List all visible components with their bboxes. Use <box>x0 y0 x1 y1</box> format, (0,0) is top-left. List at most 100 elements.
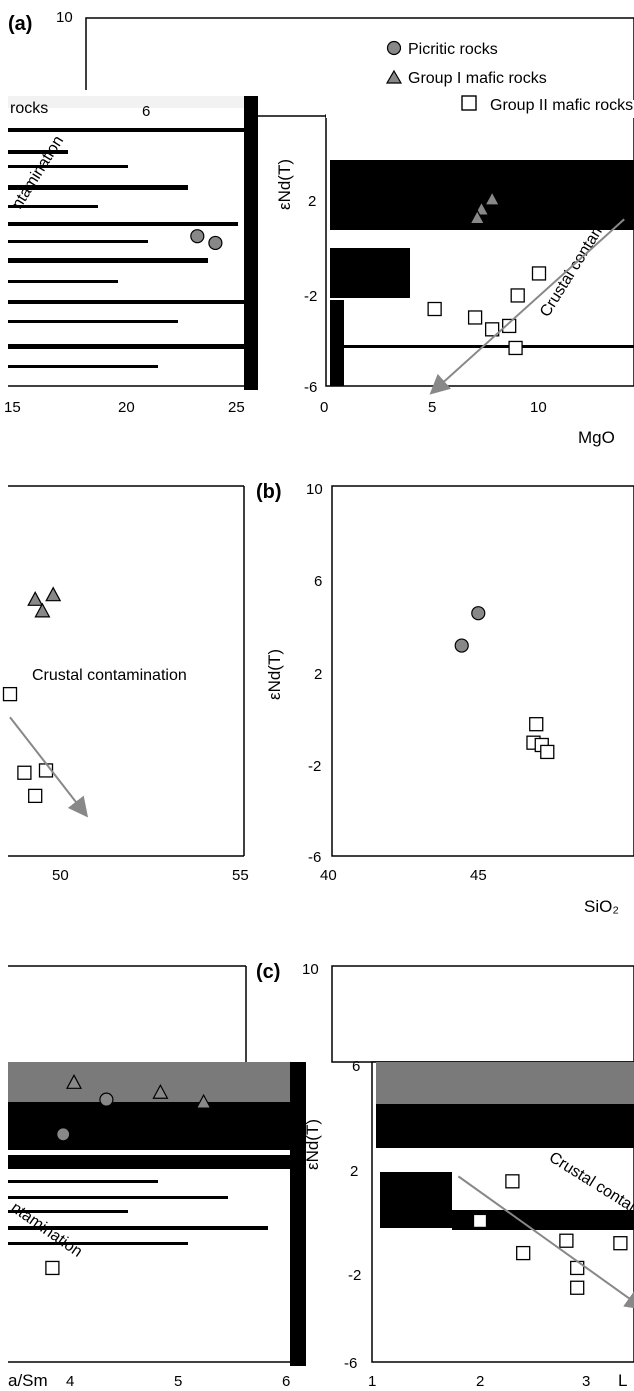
picritic-point <box>99 1092 114 1107</box>
panel-c-ytick-2: 2 <box>350 1163 358 1180</box>
panel-b-ylabel: εNd(T) <box>265 649 284 700</box>
panel-c-ytick-6: 6 <box>352 1058 360 1075</box>
panel-c-marks <box>45 1074 634 1310</box>
panel-a-xtick: 10 <box>530 399 547 416</box>
panel-b-xtick: 45 <box>470 867 487 884</box>
stripe <box>376 1062 634 1104</box>
stripe <box>8 1196 228 1199</box>
legend-circle-icon <box>386 40 402 56</box>
stripe <box>8 165 128 168</box>
panel-a-legend: Picritic rocks Group I mafic rocks <box>385 40 547 87</box>
panel-c-ytick-m2: -2 <box>348 1267 361 1284</box>
panel-a-ytick-m6: -6 <box>304 379 317 396</box>
stripe <box>8 300 244 304</box>
stripe <box>8 128 246 132</box>
contamination-arrow <box>457 1175 634 1310</box>
contamination-arrow <box>9 716 89 818</box>
panel-b-left-xtick: 50 <box>52 867 69 884</box>
panel-b-ytick-6: 6 <box>314 573 322 590</box>
panel-a-letter: (a) <box>8 13 32 35</box>
stripe <box>8 150 68 154</box>
group2-point <box>613 1236 628 1251</box>
stripe <box>8 185 188 190</box>
panel-b-left-xtick: 55 <box>232 867 249 884</box>
panel-b-plot-frame <box>331 485 634 857</box>
group2-point <box>467 310 483 325</box>
stripe <box>8 280 118 283</box>
stripe <box>8 320 178 323</box>
panel-b-ytick-2: 2 <box>314 666 322 683</box>
group2-point <box>472 1213 488 1229</box>
stripe <box>8 1180 158 1183</box>
picritic-point <box>190 229 205 244</box>
panel-b-annotation: Crustal contamination <box>32 667 187 684</box>
stripe <box>8 1155 290 1169</box>
group2-point <box>427 301 442 317</box>
legend-picritic: Picritic rocks <box>408 41 498 58</box>
stripe <box>8 1210 128 1213</box>
group2-point <box>559 1233 574 1248</box>
group2-point <box>484 322 500 337</box>
stripe <box>452 1210 634 1230</box>
group2-point <box>508 340 523 356</box>
panel-c-left-xtick: 5 <box>174 1373 182 1390</box>
group1-point <box>195 1093 212 1109</box>
group2-point <box>510 288 525 303</box>
group1-point <box>152 1083 169 1099</box>
panel-c-xtick: 2 <box>476 1373 484 1390</box>
group2-point <box>529 717 544 732</box>
panel-a-divider <box>244 96 258 390</box>
panel-c-letter: (c) <box>256 961 280 983</box>
stripe <box>8 1062 290 1102</box>
stripe <box>8 344 244 349</box>
group1-point <box>65 1074 83 1089</box>
panel-a-ytick-10: 10 <box>56 9 73 26</box>
panel-b-ytick-10: 10 <box>306 481 323 498</box>
group2-point <box>505 1174 520 1189</box>
group2-point <box>28 788 43 804</box>
stripe <box>8 1226 268 1230</box>
legend-triangle-icon <box>385 69 403 84</box>
panel-b-marks <box>2 586 555 818</box>
picritic-point <box>454 638 469 653</box>
group1-point <box>484 190 501 206</box>
stripe <box>380 1172 452 1228</box>
panel-a-left-xtick: 15 <box>4 399 21 416</box>
panel-a: (a) 10 Picritic rocks Group I mafic rock… <box>4 9 634 447</box>
stripe <box>344 345 634 348</box>
stripe <box>8 1102 290 1150</box>
panel-b-xtick: 40 <box>320 867 337 884</box>
panel-a-left-band <box>8 96 248 108</box>
picritic-point <box>56 1127 71 1142</box>
panel-c: ntamination 4 5 6 (c) 10 6 2 -2 -6 εNd(T… <box>8 961 634 1390</box>
group1-point <box>34 602 51 618</box>
picritic-point <box>208 235 223 251</box>
stripe <box>8 222 238 226</box>
panel-a-ylabel: εNd(T) <box>275 159 294 210</box>
group2-point <box>2 686 18 702</box>
panel-c-divider <box>290 1062 306 1366</box>
group1-point <box>27 591 44 606</box>
panel-a-marks <box>190 190 625 395</box>
panel-b-ytick-m2: -2 <box>308 758 321 775</box>
group2-point <box>516 1245 531 1261</box>
legend-group1: Group I mafic rocks <box>408 70 547 87</box>
panel-b-ytick-m6: -6 <box>308 849 321 866</box>
picritic-point <box>471 606 486 621</box>
stripe <box>8 1242 188 1245</box>
stripe <box>330 248 410 298</box>
panel-a-xtick: 0 <box>320 399 328 416</box>
group2-point <box>540 744 555 760</box>
panel-c-xtick: 3 <box>582 1373 590 1390</box>
panel-c-ytick-10: 10 <box>302 961 319 978</box>
group1-point <box>45 586 62 602</box>
panel-a-legend-strip <box>326 100 634 118</box>
legend-square-icon <box>461 95 477 111</box>
panel-b-letter: (b) <box>256 481 282 503</box>
stripe <box>8 258 208 263</box>
panel-a-xtick: 5 <box>428 399 436 416</box>
group2-point <box>502 318 517 334</box>
panel-c-back-frame <box>331 965 634 1063</box>
stripe <box>330 300 344 386</box>
